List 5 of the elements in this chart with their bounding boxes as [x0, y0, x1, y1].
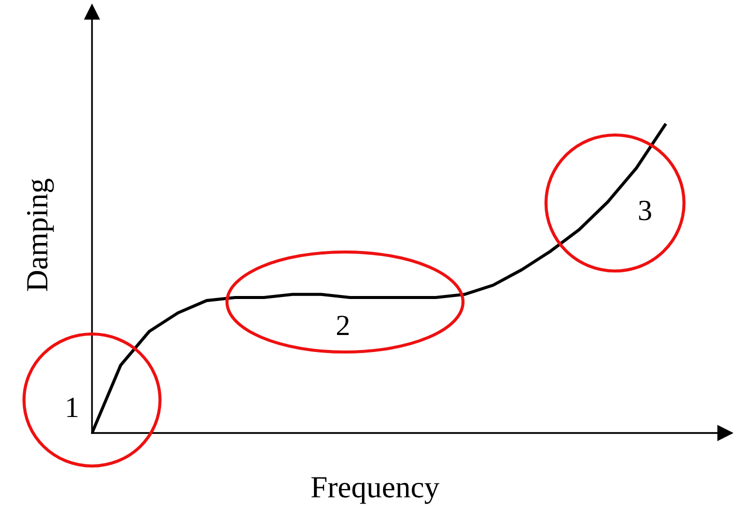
x-axis-title: Frequency [311, 477, 440, 504]
text: 1 [67, 398, 78, 418]
annotation: 3 [639, 200, 652, 220]
y-axis-title: Damping [27, 178, 54, 291]
annotation: 2 [336, 316, 349, 336]
